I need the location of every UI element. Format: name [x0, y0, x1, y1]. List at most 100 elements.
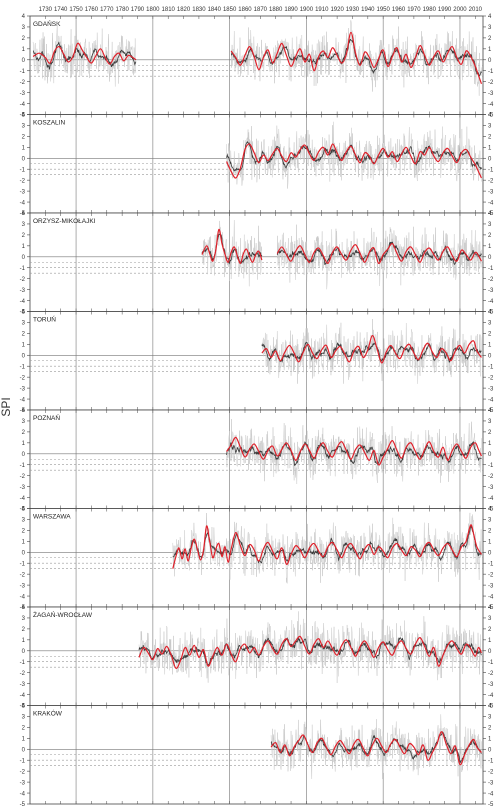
y-tick-label-left: -5 — [20, 704, 26, 710]
y-tick-label-right: -5 — [488, 113, 494, 119]
x-tick-label-top: 1930 — [346, 7, 360, 13]
spi-raw-series — [32, 22, 137, 87]
y-tick-label-left: 3 — [22, 715, 26, 721]
y-tick-label-right: -3 — [488, 780, 494, 786]
y-tick-label-right: 2 — [488, 36, 492, 42]
y-tick-label-right: 0 — [488, 452, 492, 458]
y-tick-label-left: 4 — [22, 605, 26, 611]
y-tick-label-left: 3 — [22, 222, 26, 228]
x-tick-label-top: 1780 — [115, 7, 129, 13]
y-tick-label-left: 1 — [22, 47, 26, 53]
y-tick-label-right: 0 — [488, 747, 492, 753]
y-tick-label-right: -1 — [488, 660, 494, 666]
y-tick-label-right: -2 — [488, 572, 494, 578]
y-tick-label-left: -2 — [20, 375, 26, 381]
y-tick-label-left: 1 — [22, 343, 26, 349]
station-name: ORZYSZ-MIKOŁAJKI — [33, 218, 96, 225]
y-tick-label-left: 1 — [22, 146, 26, 152]
y-tick-label-left: -3 — [20, 682, 26, 688]
y-tick-label-right: -2 — [488, 80, 494, 86]
y-tick-label-left: 4 — [22, 310, 26, 316]
x-tick-label-top: 1980 — [423, 7, 437, 13]
y-tick-label-right: 2 — [488, 726, 492, 732]
y-tick-label-left: -3 — [20, 485, 26, 491]
y-tick-label-right: 1 — [488, 343, 492, 349]
spi-smoothed-series — [201, 228, 263, 264]
y-tick-label-right: -5 — [488, 507, 494, 513]
y-tick-label-right: -2 — [488, 277, 494, 283]
spi-raw-series — [230, 20, 482, 96]
panel-6: -5 -5 -4 -4 -3 -3 -2 -2 -1 -1 0 0 1 1 2 2 3 3 4 4 WARSZAWA — [20, 507, 494, 612]
y-tick-label-right: -3 — [488, 583, 494, 589]
y-tick-label-right: -1 — [488, 561, 494, 567]
y-tick-label-left: 3 — [22, 616, 26, 622]
y-tick-label-right: -5 — [488, 605, 494, 611]
y-tick-label-left: -2 — [20, 671, 26, 677]
y-tick-label-right: -3 — [488, 386, 494, 392]
y-tick-label-left: 0 — [22, 649, 26, 655]
y-tick-label-left: -5 — [20, 802, 26, 807]
x-tick-label-top: 1900 — [300, 7, 314, 13]
y-tick-label-left: -3 — [20, 288, 26, 294]
y-tick-label-right: -1 — [488, 266, 494, 272]
y-tick-label-right: -5 — [488, 408, 494, 414]
y-tick-label-right: 4 — [488, 211, 492, 217]
y-tick-label-right: -3 — [488, 485, 494, 491]
spi-smoothed-series — [32, 42, 137, 65]
station-name: ŻAGAŃ-WROCŁAW — [33, 610, 93, 619]
x-tick-label-top: 2010 — [469, 7, 483, 13]
spi-smoothed-series — [261, 334, 482, 364]
y-tick-label-right: 1 — [488, 47, 492, 53]
station-name: POZNAŃ — [33, 413, 60, 422]
y-tick-label-left: 0 — [22, 550, 26, 556]
spi-moving-average-series — [261, 341, 482, 363]
x-tick-label-top: 1850 — [223, 7, 237, 13]
y-tick-label-right: 4 — [488, 310, 492, 316]
x-tick-label-top: 1830 — [192, 7, 206, 13]
y-tick-label-left: -5 — [20, 211, 26, 217]
panel-2: -5 -5 -4 -4 -3 -3 -2 -2 -1 -1 0 0 1 1 2 2 3 3 4 4 KOSZALIN — [20, 113, 494, 218]
x-tick-label-top: 2000 — [453, 7, 467, 13]
spi-smoothed-series — [226, 143, 483, 179]
y-tick-label-right: 1 — [488, 638, 492, 644]
x-tick-label-top: 1810 — [162, 7, 176, 13]
y-tick-label-left: -3 — [20, 583, 26, 589]
y-tick-label-left: -5 — [20, 605, 26, 611]
y-tick-label-right: 3 — [488, 124, 492, 130]
y-tick-label-left: 4 — [22, 211, 26, 217]
y-tick-label-right: 0 — [488, 156, 492, 162]
x-tick-label-top: 1770 — [100, 7, 114, 13]
y-axis-label: SPI — [0, 397, 13, 416]
x-tick-label-top: 1960 — [392, 7, 406, 13]
y-tick-label-left: -2 — [20, 769, 26, 775]
y-tick-label-right: -4 — [488, 102, 494, 108]
y-tick-label-right: 3 — [488, 715, 492, 721]
y-tick-label-left: -5 — [20, 113, 26, 119]
y-tick-label-right: -5 — [488, 310, 494, 316]
station-name: WARSZAWA — [33, 514, 71, 521]
y-tick-label-right: -1 — [488, 463, 494, 469]
y-tick-label-right: -1 — [488, 758, 494, 764]
y-tick-label-right: -1 — [488, 69, 494, 75]
y-tick-label-left: -4 — [20, 594, 26, 600]
panel-8: -5 -5 -4 -4 -3 -3 -2 -2 -1 -1 0 0 1 1 2 2 3 3 4 4 KRAKÓW — [20, 704, 494, 807]
y-tick-label-left: 4 — [22, 507, 26, 513]
y-tick-label-left: -4 — [20, 102, 26, 108]
y-tick-label-left: -1 — [20, 660, 26, 666]
y-tick-label-left: 2 — [22, 332, 26, 338]
x-tick-label-top: 1950 — [377, 7, 391, 13]
y-tick-label-right: 2 — [488, 627, 492, 633]
y-tick-label-left: 0 — [22, 255, 26, 261]
x-tick-label-top: 1820 — [177, 7, 191, 13]
y-tick-label-right: 2 — [488, 233, 492, 239]
y-tick-label-right: 2 — [488, 332, 492, 338]
y-tick-label-right: -5 — [488, 802, 494, 807]
top-x-axis: 1730 1740 1750 1760 1770 1780 1790 1800 1810 1820… — [39, 7, 483, 13]
y-tick-label-right: -4 — [488, 397, 494, 403]
y-tick-label-left: 4 — [22, 113, 26, 119]
y-tick-label-right: -3 — [488, 189, 494, 195]
spi-moving-average-series — [32, 41, 137, 70]
x-tick-label-top: 1890 — [284, 7, 298, 13]
y-tick-label-left: 2 — [22, 36, 26, 42]
